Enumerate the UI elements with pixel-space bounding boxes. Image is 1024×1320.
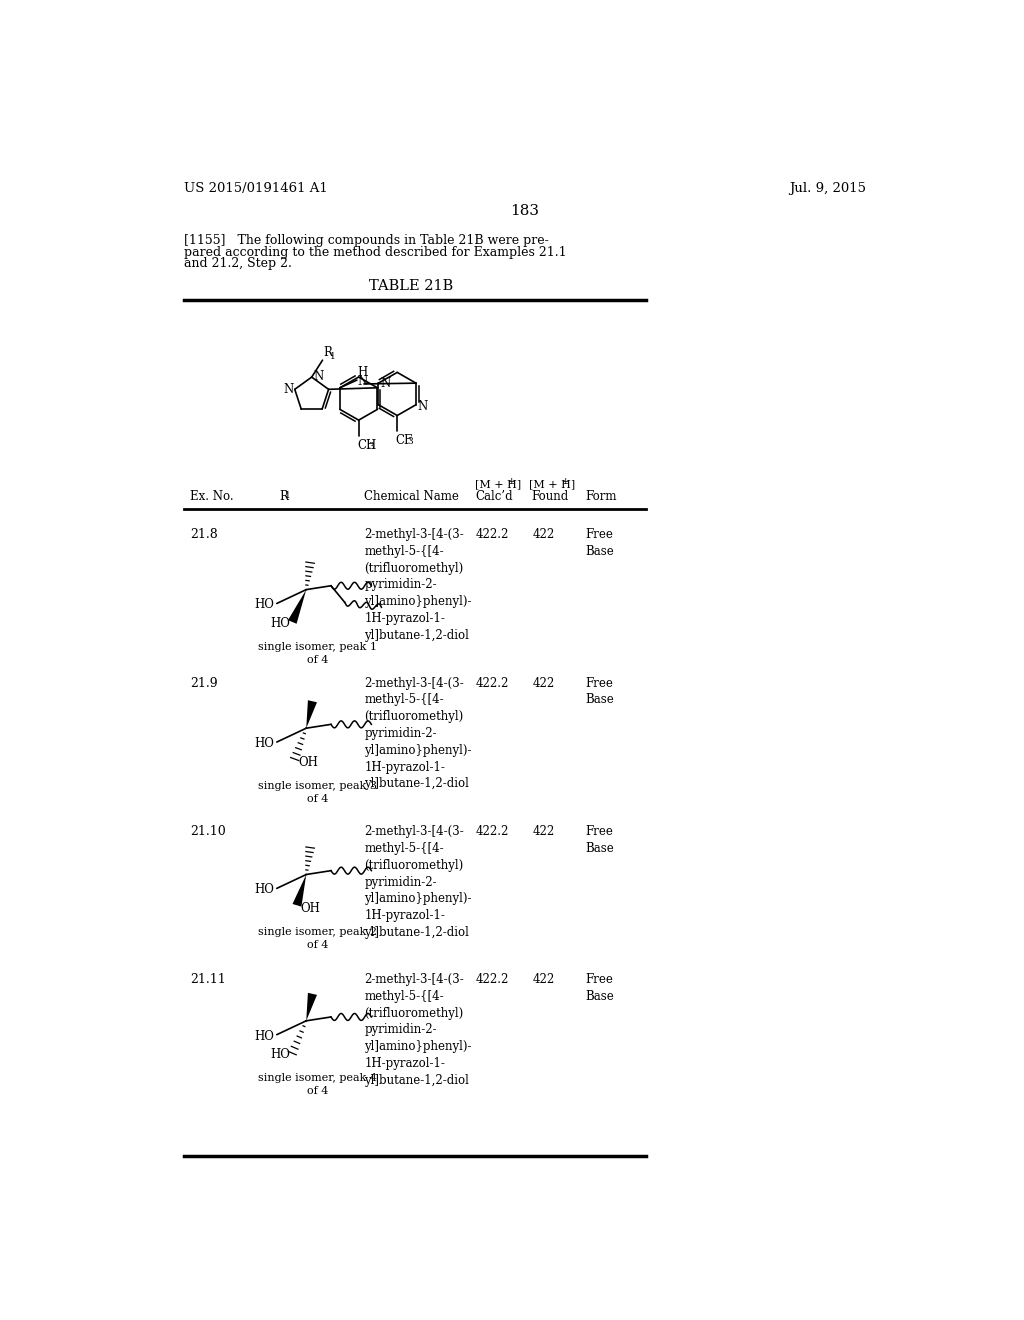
Text: 21.8: 21.8 <box>190 528 218 541</box>
Text: Free
Base: Free Base <box>586 677 614 706</box>
Text: +: + <box>507 478 514 487</box>
Text: N: N <box>313 370 324 383</box>
Text: US 2015/0191461 A1: US 2015/0191461 A1 <box>183 182 328 195</box>
Text: 422.2: 422.2 <box>475 528 509 541</box>
Text: [M + H]: [M + H] <box>475 479 521 490</box>
Text: N: N <box>381 376 391 389</box>
Text: 422.2: 422.2 <box>475 973 509 986</box>
Text: [M + H]: [M + H] <box>529 479 575 490</box>
Text: Found: Found <box>531 490 568 503</box>
Text: 422: 422 <box>532 825 555 838</box>
Text: Chemical Name: Chemical Name <box>365 490 459 503</box>
Text: 2-methyl-3-[4-(3-
methyl-5-{[4-
(trifluoromethyl)
pyrimidin-2-
yl]amino}phenyl)-: 2-methyl-3-[4-(3- methyl-5-{[4- (trifluo… <box>365 677 472 791</box>
Text: Free
Base: Free Base <box>586 825 614 855</box>
Text: 21.9: 21.9 <box>190 677 218 689</box>
Text: CF: CF <box>395 434 413 447</box>
Text: Form: Form <box>586 490 616 503</box>
Text: OH: OH <box>299 755 318 768</box>
Text: HO: HO <box>255 883 274 896</box>
Text: 2-methyl-3-[4-(3-
methyl-5-{[4-
(trifluoromethyl)
pyrimidin-2-
yl]amino}phenyl)-: 2-methyl-3-[4-(3- methyl-5-{[4- (trifluo… <box>365 825 472 939</box>
Polygon shape <box>288 590 306 624</box>
Text: HO: HO <box>270 1048 290 1061</box>
Text: [1155]   The following compounds in Table 21B were pre-: [1155] The following compounds in Table … <box>183 234 549 247</box>
Text: HO: HO <box>255 737 274 750</box>
Text: 422: 422 <box>532 973 555 986</box>
Text: OH: OH <box>301 902 321 915</box>
Text: Jul. 9, 2015: Jul. 9, 2015 <box>788 182 866 195</box>
Text: +: + <box>561 478 568 487</box>
Text: 3: 3 <box>408 437 413 446</box>
Text: N: N <box>357 375 368 388</box>
Text: TABLE 21B: TABLE 21B <box>369 279 453 293</box>
Text: 422.2: 422.2 <box>475 825 509 838</box>
Text: HO: HO <box>255 598 274 611</box>
Text: Calc’d: Calc’d <box>475 490 513 503</box>
Text: 2-methyl-3-[4-(3-
methyl-5-{[4-
(trifluoromethyl)
pyrimidin-2-
yl]amino}phenyl)-: 2-methyl-3-[4-(3- methyl-5-{[4- (trifluo… <box>365 973 472 1086</box>
Text: 422.2: 422.2 <box>475 677 509 689</box>
Text: 1: 1 <box>331 352 336 360</box>
Text: pared according to the method described for Examples 21.1: pared according to the method described … <box>183 246 566 259</box>
Text: 183: 183 <box>510 205 540 218</box>
Text: 3: 3 <box>369 442 375 450</box>
Polygon shape <box>306 993 317 1020</box>
Polygon shape <box>306 700 317 729</box>
Text: H: H <box>357 366 368 379</box>
Text: 422: 422 <box>532 677 555 689</box>
Text: single isomer, peak 2
of 4: single isomer, peak 2 of 4 <box>258 927 378 950</box>
Text: R: R <box>324 346 332 359</box>
Text: single isomer, peak 4
of 4: single isomer, peak 4 of 4 <box>258 1073 378 1097</box>
Text: R: R <box>280 490 288 503</box>
Text: Ex. No.: Ex. No. <box>190 490 233 503</box>
Text: CH: CH <box>357 438 377 451</box>
Text: and 21.2, Step 2.: and 21.2, Step 2. <box>183 257 292 271</box>
Text: Free
Base: Free Base <box>586 973 614 1003</box>
Text: 21.10: 21.10 <box>190 825 225 838</box>
Text: 1: 1 <box>285 491 290 500</box>
Polygon shape <box>293 875 306 907</box>
Text: N: N <box>283 383 293 396</box>
Text: N: N <box>418 400 428 413</box>
Text: single isomer, peak 1
of 4: single isomer, peak 1 of 4 <box>258 642 378 665</box>
Text: 2-methyl-3-[4-(3-
methyl-5-{[4-
(trifluoromethyl)
pyrimidin-2-
yl]amino}phenyl)-: 2-methyl-3-[4-(3- methyl-5-{[4- (trifluo… <box>365 528 472 642</box>
Text: Free
Base: Free Base <box>586 528 614 558</box>
Text: HO: HO <box>255 1030 274 1043</box>
Text: 422: 422 <box>532 528 555 541</box>
Text: 21.11: 21.11 <box>190 973 225 986</box>
Text: single isomer, peak 3
of 4: single isomer, peak 3 of 4 <box>258 780 378 804</box>
Text: HO: HO <box>270 616 290 630</box>
